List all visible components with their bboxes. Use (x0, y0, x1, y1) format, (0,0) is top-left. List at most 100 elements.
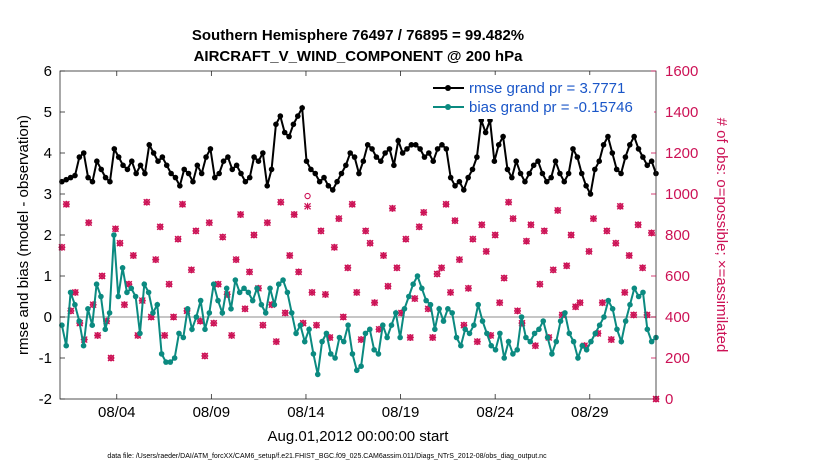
bias-point (267, 285, 273, 292)
rmse-point (539, 170, 546, 177)
rmse-point (277, 113, 284, 119)
bias-point (492, 347, 499, 353)
series-lines (59, 104, 659, 378)
rmse-point (203, 154, 209, 160)
obs-assimilated-marker (62, 200, 70, 208)
bias-point (379, 322, 386, 329)
bias-point (583, 347, 590, 353)
bias-point (89, 322, 96, 329)
bias-point (128, 285, 135, 292)
bias-point (176, 330, 182, 337)
rmse-point (155, 158, 161, 164)
obs-assimilated-marker (621, 288, 629, 296)
rmse-point (404, 146, 410, 152)
rmse-point (294, 113, 301, 119)
bias-point (375, 351, 382, 357)
rmse-point (168, 170, 174, 177)
rmse-point (102, 174, 109, 181)
obs-assimilated-marker (585, 247, 593, 255)
obs-assimilated-marker (522, 237, 530, 245)
bias-point (484, 330, 490, 337)
bias-point (241, 285, 247, 292)
bias-point (63, 342, 70, 349)
bias-point (353, 367, 360, 374)
obs-assimilated-marker (455, 256, 463, 264)
bias-point (618, 338, 625, 345)
rmse-point (613, 166, 620, 173)
rmse-point (216, 170, 222, 177)
obs-assimilated-marker (357, 336, 365, 344)
obs-assimilated-marker (536, 280, 544, 288)
rmse-point (543, 178, 550, 185)
bias-point (262, 310, 269, 316)
bias-point (527, 338, 534, 345)
obs-assimilated-marker (281, 309, 289, 317)
rmse-point (377, 158, 384, 164)
obs-assimilated-marker (625, 252, 633, 259)
bias-point (388, 322, 395, 329)
obs-assimilated-marker (567, 231, 575, 239)
bias-point (189, 326, 195, 333)
rmse-point (72, 172, 78, 179)
obs-assimilated-marker (482, 247, 490, 255)
rmse-point (430, 158, 437, 164)
bias-point (184, 306, 191, 312)
bias-point (432, 326, 438, 333)
rmse-point (264, 183, 271, 189)
bias-point (423, 297, 429, 304)
rmse-point (421, 154, 428, 160)
x-tick-label: 08/24 (476, 404, 514, 421)
obs-assimilated-marker (263, 219, 271, 227)
bias-point (419, 285, 425, 292)
rmse-point (640, 154, 646, 160)
obs-assimilated-marker (420, 208, 428, 216)
obs-assimilated-marker (313, 321, 321, 329)
rmse-point (343, 162, 349, 169)
rmse-point (535, 158, 541, 164)
obs-assimilated-marker (598, 299, 606, 307)
bias-point (119, 265, 126, 271)
obs-assimilated-marker (116, 239, 124, 247)
bias-point (549, 351, 555, 357)
bias-point (180, 334, 187, 341)
obs-assimilated-marker (451, 217, 459, 225)
obs-possible-marker (304, 192, 311, 200)
obs-assimilated-marker (384, 282, 392, 290)
obs-assimilated-marker (496, 299, 504, 307)
rmse-point (391, 162, 397, 169)
rmse-point (609, 150, 616, 156)
rmse-point (172, 174, 179, 181)
bias-point (219, 310, 226, 316)
bias-point (306, 326, 312, 333)
bias-point (566, 330, 573, 337)
bias-point (72, 301, 78, 308)
bias-point (102, 326, 109, 333)
obs-assimilated-marker (371, 299, 379, 307)
bias-point (445, 306, 451, 312)
obs-assimilated-marker (246, 268, 254, 276)
obs-assimilated-marker (634, 221, 642, 229)
bias-point (258, 301, 265, 308)
bias-point (523, 334, 529, 341)
obs-assimilated-marker (500, 274, 508, 282)
x-tick-label: 08/04 (98, 404, 136, 421)
rmse-point (408, 142, 415, 148)
rmse-point (596, 158, 603, 164)
bias-point (345, 322, 351, 329)
rmse-point (115, 154, 122, 160)
bias-point (479, 318, 486, 324)
obs-assimilated-marker (205, 219, 213, 227)
obs-assimilated-marker (353, 288, 361, 296)
rmse-point (321, 174, 327, 181)
bias-point (284, 289, 291, 296)
bias-point (319, 338, 325, 345)
x-tick-label: 08/14 (287, 404, 325, 421)
obs-assimilated-marker (473, 338, 481, 346)
rmse-point (299, 105, 305, 111)
rmse-point (360, 158, 367, 164)
rmse-point (557, 170, 563, 177)
obs-assimilated-marker (129, 252, 137, 259)
bias-point (154, 301, 161, 308)
obs-assimilated-marker (156, 223, 164, 231)
rmse-point (574, 154, 581, 160)
